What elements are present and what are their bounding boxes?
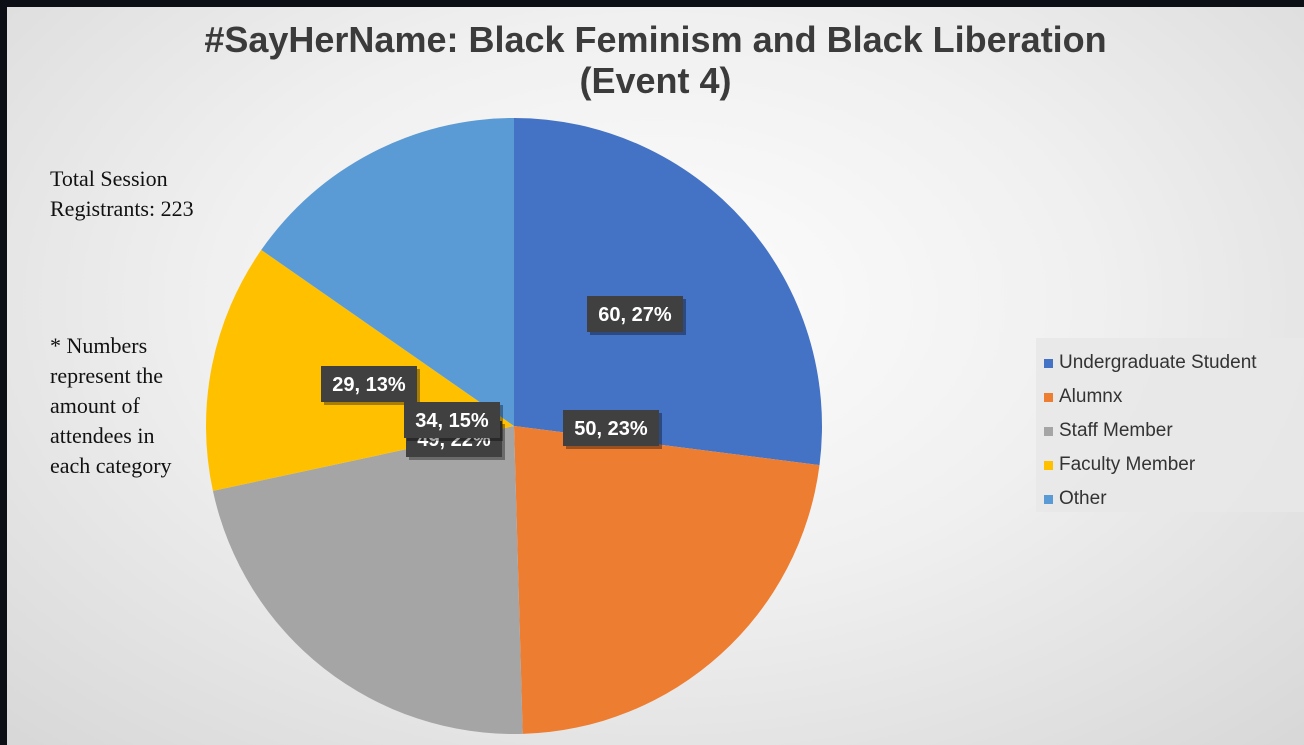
pie-chart: 60, 27%50, 23%49, 22%29, 13%34, 15% bbox=[205, 118, 822, 734]
legend-swatch bbox=[1044, 494, 1053, 504]
data-label-box bbox=[563, 410, 659, 446]
legend-label: Staff Member bbox=[1059, 420, 1173, 441]
data-label: 60, 27% bbox=[587, 296, 686, 335]
total-note-line: Registrants: 223 bbox=[50, 196, 194, 221]
footnote-line: attendees in bbox=[50, 423, 155, 448]
footnote-line: * Numbers bbox=[50, 333, 148, 358]
data-label: 29, 13% bbox=[321, 366, 420, 405]
legend-swatch bbox=[1044, 358, 1053, 368]
legend-item: Staff Member bbox=[1044, 414, 1304, 448]
data-label-text: 60, 27% bbox=[598, 304, 672, 326]
data-label: 34, 15% bbox=[404, 402, 503, 441]
legend-swatch bbox=[1044, 392, 1053, 402]
legend-item: Faculty Member bbox=[1044, 448, 1304, 482]
legend-item: Alumnx bbox=[1044, 380, 1304, 414]
legend-item: Other bbox=[1044, 482, 1304, 516]
pie-slice-staff-member bbox=[212, 426, 523, 734]
data-label: 50, 23% bbox=[563, 410, 662, 449]
numbers-footnote: * Numbers represent the amount of attend… bbox=[50, 331, 172, 481]
legend-label: Alumnx bbox=[1059, 386, 1123, 407]
chart-title: #SayHerName: Black Feminism and Black Li… bbox=[7, 19, 1304, 101]
chart-frame: #SayHerName: Black Feminism and Black Li… bbox=[7, 7, 1304, 745]
data-label-text: 50, 23% bbox=[574, 418, 648, 440]
footnote-line: represent the bbox=[50, 363, 163, 388]
legend-label: Faculty Member bbox=[1059, 454, 1196, 475]
legend-swatch bbox=[1044, 426, 1053, 436]
total-note-line: Total Session bbox=[50, 166, 168, 191]
footnote-line: amount of bbox=[50, 393, 140, 418]
data-label-box bbox=[321, 366, 417, 402]
data-label-box bbox=[587, 296, 683, 332]
data-label-text: 34, 15% bbox=[415, 410, 489, 432]
data-label-box bbox=[404, 402, 500, 438]
legend-item: Undergraduate Student bbox=[1044, 346, 1304, 380]
chart-title-line: #SayHerName: Black Feminism and Black Li… bbox=[204, 19, 1107, 60]
total-registrants-note: Total Session Registrants: 223 bbox=[50, 164, 194, 224]
pie-slice-undergraduate-student bbox=[514, 118, 822, 466]
legend-label: Other bbox=[1059, 488, 1107, 509]
footnote-line: each category bbox=[50, 453, 172, 478]
legend-swatch bbox=[1044, 460, 1053, 470]
legend-label: Undergraduate Student bbox=[1059, 352, 1257, 373]
chart-subtitle: (Event 4) bbox=[579, 60, 732, 101]
chart-legend: Undergraduate Student Alumnx Staff Member F… bbox=[1036, 338, 1304, 512]
pie-slice-other bbox=[261, 118, 514, 426]
data-label-text: 29, 13% bbox=[332, 374, 406, 396]
pie-slice-alumnx bbox=[514, 426, 820, 734]
